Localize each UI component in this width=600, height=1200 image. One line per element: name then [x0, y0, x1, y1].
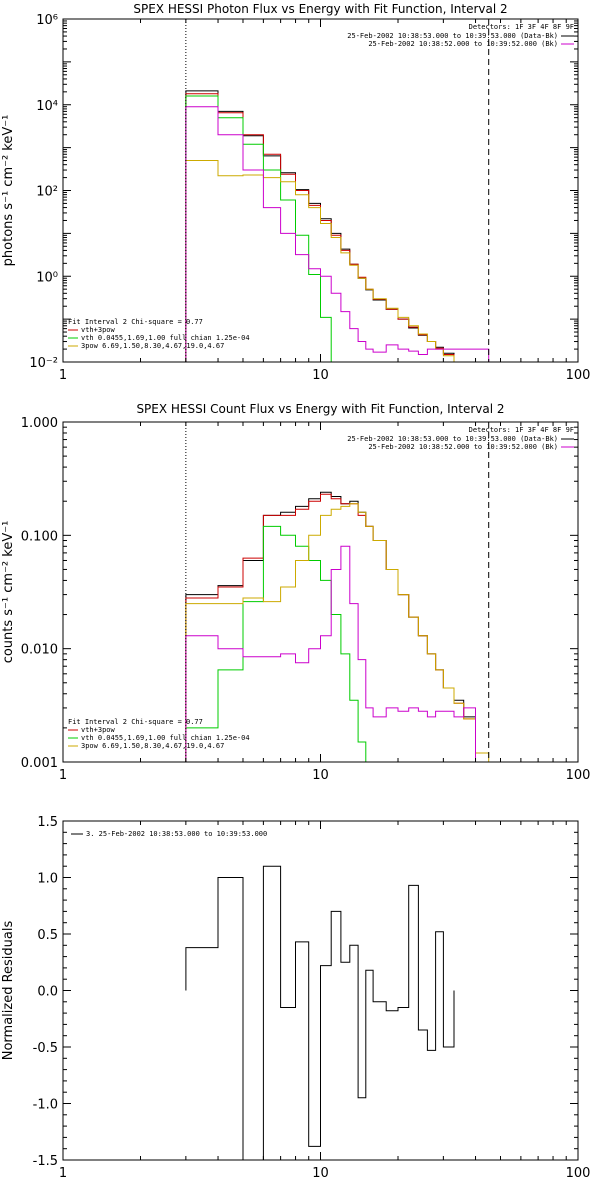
- legend-entry-label: vth 0.0455,1.69,1.00 full chian 1.25e-04: [81, 734, 250, 742]
- plot-frame: [62, 421, 579, 763]
- series-line-5: [185, 106, 490, 362]
- series-line-4: [185, 160, 501, 363]
- y-tick-label: 1.5: [37, 815, 58, 830]
- series-line-3: [185, 525, 374, 763]
- x-tick-label: 100: [566, 1166, 591, 1181]
- legend-entry-label: vth 0.0455,1.69,1.00 full chian 1.25e-04: [81, 334, 250, 342]
- legend-entry-label: 25-Feb-2002 10:38:52.000 to 10:39:52.000…: [368, 443, 558, 451]
- x-tick-label: 100: [566, 768, 591, 783]
- x-tick-label: 1: [59, 768, 67, 783]
- chart-1: [62, 18, 579, 363]
- y-tick-label: 0.0: [37, 985, 58, 1000]
- y-tick-label: -1.5: [33, 1154, 58, 1169]
- chart-title: SPEX HESSI Count Flux vs Energy with Fit…: [136, 402, 504, 416]
- y-axis-label: Normalized Residuals: [1, 921, 16, 1061]
- legend-entry-label: 3pow 6.69,1.50,8.30,4.67,19.0,4.67: [81, 742, 224, 750]
- legend-entry-label: vth+3pow: [81, 326, 116, 334]
- x-tick-label: 10: [312, 768, 329, 783]
- legend-heading: Detectors: 1F 3F 4F 8F 9F: [469, 426, 574, 434]
- x-tick-label: 1: [59, 368, 67, 383]
- y-tick-label: 1.0: [37, 872, 58, 887]
- y-tick-label: 10⁶: [36, 13, 58, 28]
- y-axis-label: photons s⁻¹ cm⁻² keV⁻¹: [1, 115, 16, 267]
- legend-entry-label: 3pow 6.69,1.50,8.30,4.67,19.0,4.67: [81, 342, 224, 350]
- y-tick-label: 0.001: [21, 756, 58, 771]
- x-tick-label: 10: [312, 1166, 329, 1181]
- y-tick-label: 10²: [36, 185, 58, 200]
- y-tick-label: 10⁰: [36, 270, 58, 285]
- x-tick-label: 1: [59, 1166, 67, 1181]
- series-line-5: [185, 545, 489, 763]
- series-line-3: [185, 95, 359, 363]
- legend-entry-label: 25-Feb-2002 10:38:53.000 to 10:39:53.000…: [347, 32, 558, 40]
- legend-entry-label: 3. 25-Feb-2002 10:38:53.000 to 10:39:53.…: [86, 830, 267, 838]
- x-tick-label: 100: [566, 368, 591, 383]
- y-tick-label: -1.0: [33, 1098, 58, 1113]
- legend-entry-label: 25-Feb-2002 10:38:52.000 to 10:39:52.000…: [368, 40, 558, 48]
- legend-entry-label: 25-Feb-2002 10:38:53.000 to 10:39:53.000…: [347, 435, 558, 443]
- chart-2: [62, 421, 579, 763]
- legend-entry-label: vth+3pow: [81, 726, 116, 734]
- y-axis-label: counts s⁻¹ cm⁻² keV⁻¹: [1, 521, 16, 664]
- y-tick-label: 0.010: [21, 643, 58, 658]
- series-line-1: [185, 865, 455, 1161]
- y-tick-label: 10⁴: [36, 99, 58, 114]
- y-tick-label: 10⁻²: [29, 356, 58, 371]
- y-tick-label: -0.5: [33, 1041, 58, 1056]
- y-tick-label: 0.100: [21, 529, 58, 544]
- series-line-4: [185, 503, 512, 763]
- chart-3: [62, 820, 579, 1161]
- y-tick-label: 1.000: [21, 416, 58, 431]
- legend-heading: Detectors: 1F 3F 4F 8F 9F: [469, 23, 574, 31]
- chart-title: SPEX HESSI Photon Flux vs Energy with Fi…: [133, 2, 507, 16]
- legend-heading: Fit Interval 2 Chi-square = 0.77: [68, 718, 203, 726]
- y-tick-label: 0.5: [37, 928, 58, 943]
- legend-heading: Fit Interval 2 Chi-square = 0.77: [68, 318, 203, 326]
- x-tick-label: 10: [312, 368, 329, 383]
